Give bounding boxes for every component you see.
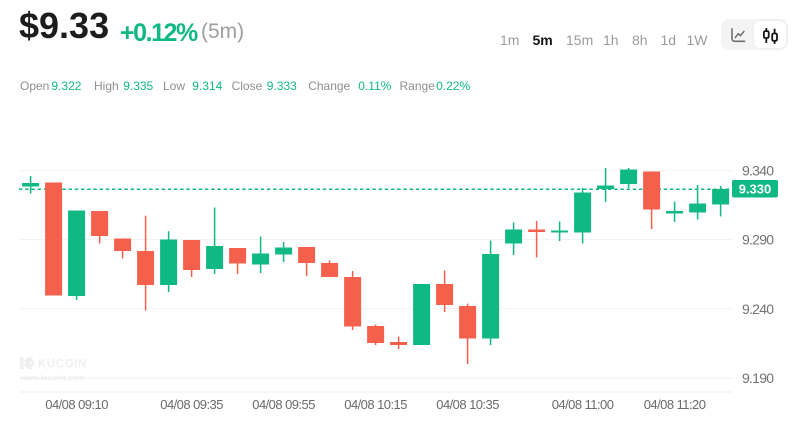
svg-text:04/08 10:15: 04/08 10:15	[344, 397, 407, 412]
svg-text:04/08 09:55: 04/08 09:55	[252, 397, 315, 412]
svg-text:9.330: 9.330	[739, 182, 772, 197]
svg-text:04/08 11:00: 04/08 11:00	[552, 397, 614, 412]
svg-text:9.340: 9.340	[742, 163, 774, 179]
svg-text:9.240: 9.240	[742, 301, 774, 317]
svg-text:04/08 09:35: 04/08 09:35	[160, 397, 223, 412]
svg-text:9.190: 9.190	[742, 370, 774, 386]
svg-text:04/08 09:10: 04/08 09:10	[45, 397, 108, 412]
svg-text:04/08 10:35: 04/08 10:35	[436, 397, 499, 412]
svg-text:KUCOIN: KUCOIN	[38, 358, 87, 370]
svg-text:9.290: 9.290	[742, 232, 774, 248]
svg-text:04/08 11:20: 04/08 11:20	[644, 397, 706, 412]
svg-text:www.kucoin.com: www.kucoin.com	[20, 373, 84, 382]
